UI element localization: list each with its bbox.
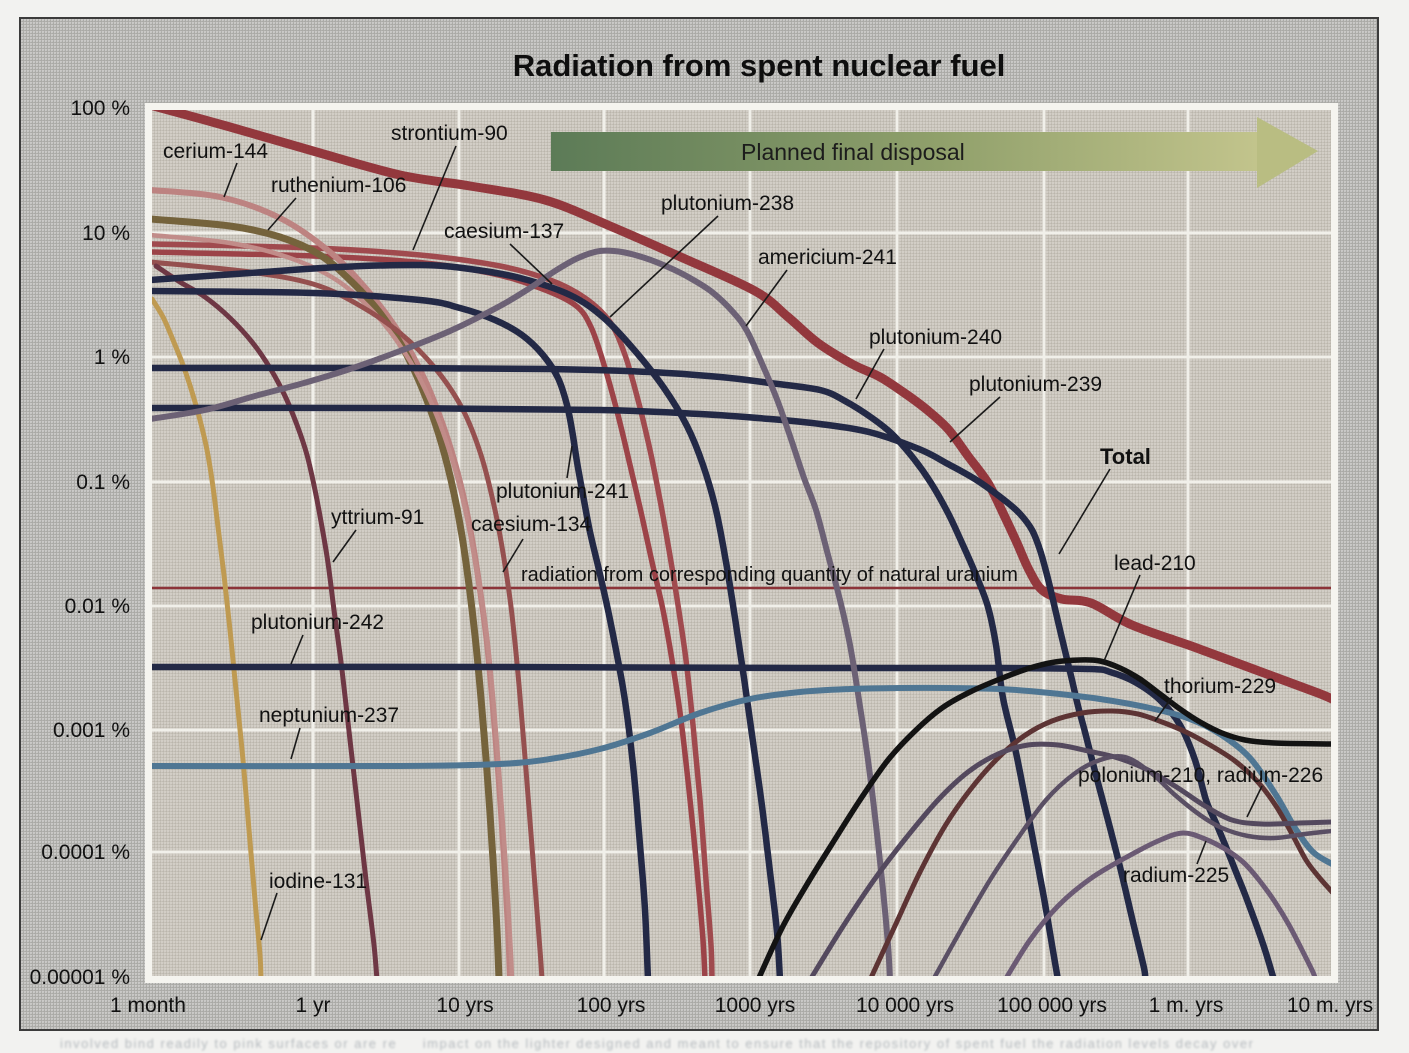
svg-text:polonium-210, radium-226: polonium-210, radium-226 <box>1078 764 1323 787</box>
svg-text:100 000 yrs: 100 000 yrs <box>997 994 1107 1017</box>
svg-text:1 m. yrs: 1 m. yrs <box>1149 994 1224 1017</box>
svg-text:0.00001 %: 0.00001 % <box>30 966 130 989</box>
svg-text:caesium-137: caesium-137 <box>444 220 564 243</box>
svg-text:0.01 %: 0.01 % <box>65 595 130 618</box>
svg-text:cerium-144: cerium-144 <box>163 140 268 163</box>
svg-text:caesium-134: caesium-134 <box>471 513 592 536</box>
svg-text:1 %: 1 % <box>94 346 130 369</box>
svg-text:10 %: 10 % <box>82 222 130 245</box>
svg-text:strontium-90: strontium-90 <box>391 122 508 145</box>
svg-text:100 yrs: 100 yrs <box>577 994 646 1017</box>
svg-text:10 m. yrs: 10 m. yrs <box>1287 994 1373 1017</box>
svg-text:0.0001 %: 0.0001 % <box>41 841 130 864</box>
svg-text:0.1 %: 0.1 % <box>76 471 130 494</box>
svg-text:thorium-229: thorium-229 <box>1164 675 1276 698</box>
svg-text:plutonium-238: plutonium-238 <box>661 192 794 215</box>
svg-text:plutonium-242: plutonium-242 <box>251 611 384 634</box>
svg-text:americium-241: americium-241 <box>758 246 897 269</box>
svg-text:plutonium-240: plutonium-240 <box>869 326 1002 349</box>
svg-text:Total: Total <box>1100 444 1151 469</box>
svg-text:plutonium-241: plutonium-241 <box>496 480 629 503</box>
svg-text:Radiation from spent nuclear f: Radiation from spent nuclear fuel <box>513 48 1006 83</box>
svg-text:1 yr: 1 yr <box>295 994 330 1017</box>
svg-text:radium-225: radium-225 <box>1123 864 1229 887</box>
svg-text:plutonium-239: plutonium-239 <box>969 373 1102 396</box>
svg-text:100 %: 100 % <box>70 97 130 120</box>
svg-text:1 month: 1 month <box>110 994 186 1017</box>
svg-text:radiation from corresponding q: radiation from corresponding quantity of… <box>521 564 1018 586</box>
svg-text:Planned final disposal: Planned final disposal <box>741 139 965 165</box>
svg-text:0.001 %: 0.001 % <box>53 719 130 742</box>
svg-text:iodine-131: iodine-131 <box>269 870 367 893</box>
svg-text:ruthenium-106: ruthenium-106 <box>271 174 406 197</box>
svg-text:neptunium-237: neptunium-237 <box>259 704 399 727</box>
svg-text:1000 yrs: 1000 yrs <box>715 994 796 1017</box>
svg-text:lead-210: lead-210 <box>1114 552 1196 575</box>
svg-text:yttrium-91: yttrium-91 <box>331 506 424 529</box>
svg-text:10 000 yrs: 10 000 yrs <box>856 994 954 1017</box>
svg-text:10 yrs: 10 yrs <box>436 994 493 1017</box>
